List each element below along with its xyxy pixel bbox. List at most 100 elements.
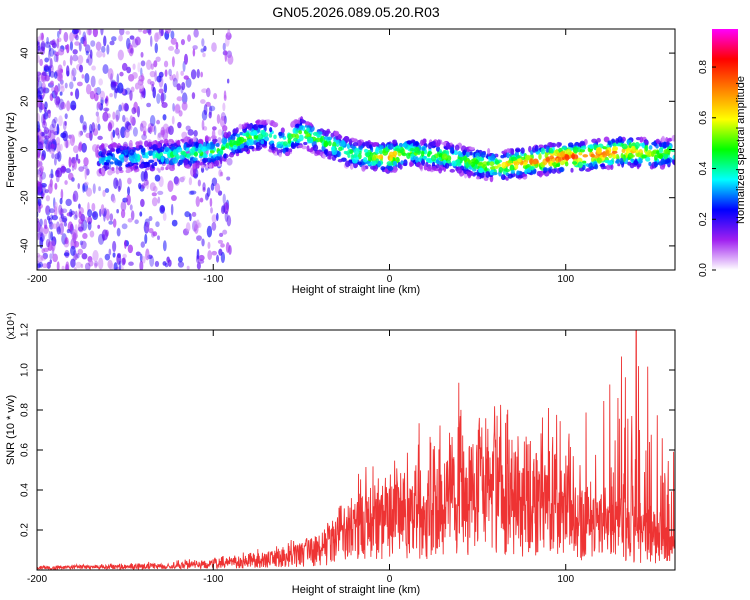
- spectral-blob: [115, 109, 121, 121]
- spectral-blob: [69, 81, 74, 90]
- spectral-blob: [181, 81, 186, 91]
- spectral-blob: [663, 149, 669, 155]
- spectral-blob: [222, 102, 226, 112]
- spectral-blob: [363, 141, 370, 147]
- spectral-blob: [102, 233, 106, 242]
- spectral-blob: [352, 142, 359, 147]
- spectral-blob: [187, 34, 192, 42]
- spectral-blob: [324, 149, 328, 155]
- spectral-blob: [505, 177, 509, 181]
- spectral-blob: [56, 37, 60, 49]
- spectral-blob: [365, 152, 371, 157]
- spectral-blob: [247, 123, 253, 131]
- spectral-blob: [152, 231, 158, 237]
- spectral-blob: [37, 232, 41, 241]
- spectral-blob: [590, 153, 595, 158]
- spectral-blob: [175, 70, 179, 82]
- spectral-blob: [224, 36, 230, 47]
- spectral-blob: [215, 160, 219, 167]
- spectral-blob: [373, 141, 379, 146]
- spectral-blob: [172, 149, 177, 156]
- spectral-blob: [112, 142, 118, 148]
- spectral-blob: [223, 90, 227, 99]
- spectral-blob: [37, 263, 42, 268]
- spectral-blob: [50, 80, 54, 86]
- spectral-blob: [93, 262, 98, 269]
- spectral-blob: [177, 256, 183, 263]
- spectral-blob: [74, 88, 80, 100]
- spectral-blob: [120, 154, 124, 158]
- spectral-blob: [556, 141, 561, 148]
- spectral-blob: [52, 253, 58, 263]
- spectral-blob: [197, 143, 203, 151]
- spectral-blob: [524, 154, 531, 161]
- spectral-blob: [200, 166, 205, 173]
- spectral-blob: [478, 167, 484, 174]
- spectral-blob: [74, 253, 78, 261]
- spectral-blob: [423, 164, 427, 171]
- spectral-blob: [227, 29, 231, 36]
- spectral-blob: [51, 223, 58, 229]
- spectral-blob: [173, 176, 179, 185]
- spectral-blob: [68, 156, 72, 168]
- spectral-blob: [171, 194, 177, 201]
- spectral-blob: [596, 157, 602, 164]
- spectral-blob: [347, 152, 351, 159]
- spectral-blob: [195, 141, 199, 149]
- spectral-blob: [104, 188, 110, 194]
- spectral-blob: [196, 219, 200, 229]
- spectral-blob: [666, 138, 672, 142]
- spectral-blob: [77, 248, 84, 255]
- spectral-blob: [95, 123, 98, 134]
- colorbar-gradient: [712, 29, 738, 270]
- spectral-blob: [387, 165, 394, 171]
- spectral-blob: [127, 162, 133, 167]
- y-tick-label: 0.6: [20, 443, 31, 457]
- y-tick-label: 0.4: [20, 483, 31, 497]
- spectral-blob: [192, 45, 198, 50]
- spectral-blob: [145, 167, 150, 171]
- spectral-blob: [92, 211, 99, 221]
- spectral-blob: [480, 151, 486, 158]
- spectral-blob: [672, 158, 675, 165]
- spectral-blob: [88, 260, 94, 267]
- spectral-blob: [195, 196, 200, 207]
- spectral-blob: [277, 143, 282, 148]
- spectral-blob: [66, 100, 71, 112]
- spectral-blob: [248, 145, 255, 150]
- spectral-blob: [203, 154, 208, 159]
- spectral-blob: [69, 134, 75, 146]
- spectral-blob: [206, 187, 211, 197]
- spectral-blob: [46, 215, 51, 221]
- spectral-blob: [37, 254, 44, 263]
- spectral-blob: [138, 75, 145, 82]
- spectral-blob: [78, 142, 83, 152]
- spectral-blob: [40, 41, 46, 52]
- spectral-blob: [201, 109, 208, 121]
- spectral-blob: [346, 143, 351, 150]
- spectral-blob: [538, 153, 542, 160]
- spectral-blob: [43, 65, 50, 73]
- spectral-blob: [612, 146, 619, 152]
- spectral-blob: [144, 233, 148, 245]
- spectral-blob: [323, 140, 329, 148]
- spectral-blob: [486, 161, 490, 166]
- spectral-blob: [51, 240, 56, 252]
- spectral-blob: [119, 71, 124, 77]
- spectral-blob: [489, 166, 496, 170]
- spectral-blob: [37, 204, 41, 214]
- spectral-blob: [355, 156, 360, 161]
- spectral-blob: [423, 149, 428, 155]
- spectral-blob: [170, 37, 177, 45]
- y-tick-label: 0.8: [20, 403, 31, 417]
- spectral-blob: [37, 220, 41, 233]
- spectral-blob: [69, 40, 74, 51]
- spectral-blob: [176, 83, 182, 91]
- spectral-blob: [100, 157, 105, 162]
- spectral-blob: [124, 87, 131, 95]
- spectral-blob: [218, 169, 223, 177]
- spectral-blob: [152, 86, 156, 99]
- spectral-blob: [542, 167, 548, 172]
- spectral-blob: [306, 127, 310, 132]
- spectral-blob: [37, 252, 41, 258]
